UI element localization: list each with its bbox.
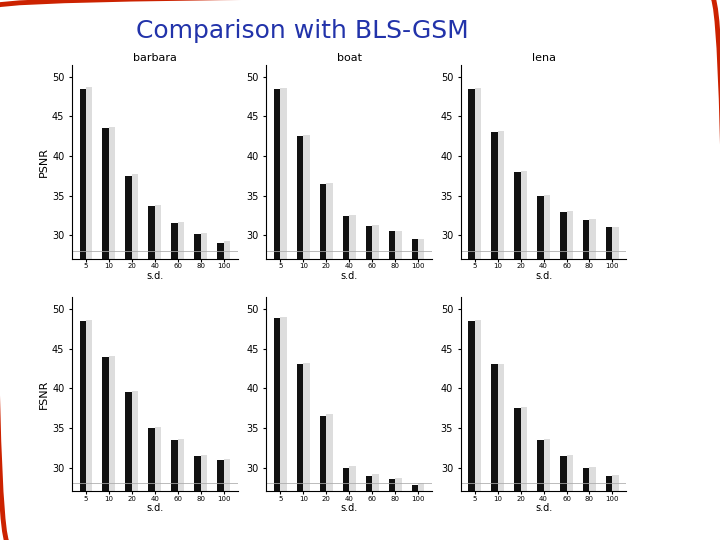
Bar (132, 174, 138, 474)
Bar (412, 239, 418, 474)
Bar (474, 320, 481, 540)
Bar (567, 455, 573, 540)
Bar (613, 227, 619, 474)
X-axis label: s.d.: s.d. (146, 271, 163, 281)
Bar (326, 183, 333, 474)
Bar (372, 225, 379, 474)
Bar (194, 456, 201, 540)
Bar (86, 87, 92, 474)
Bar (606, 227, 613, 474)
Bar (418, 483, 425, 540)
Text: Comparison with BLS-GSM: Comparison with BLS-GSM (136, 19, 469, 43)
Bar (537, 440, 544, 540)
Bar (395, 478, 402, 540)
Bar (372, 474, 379, 540)
Bar (389, 480, 395, 540)
Bar (125, 392, 132, 540)
Bar (560, 456, 567, 540)
Bar (303, 363, 310, 540)
Bar (79, 89, 86, 474)
Bar (544, 195, 550, 474)
Bar (171, 224, 178, 474)
Bar (537, 195, 544, 474)
Bar (514, 172, 521, 474)
Bar (468, 89, 474, 474)
Bar (590, 467, 596, 540)
Bar (109, 356, 115, 540)
Bar (521, 407, 527, 540)
X-axis label: s.d.: s.d. (341, 503, 358, 513)
Bar (606, 476, 613, 540)
Text: house: house (138, 321, 171, 332)
Bar (303, 136, 310, 474)
Bar (366, 226, 372, 474)
Bar (274, 319, 280, 540)
Y-axis label: PSNR: PSNR (39, 147, 49, 177)
Bar (79, 321, 86, 540)
Bar (491, 132, 498, 474)
Bar (217, 244, 224, 474)
Bar (155, 427, 161, 540)
Bar (194, 234, 201, 474)
Bar (366, 476, 372, 540)
Bar (109, 127, 115, 474)
Bar (125, 176, 132, 474)
Bar (132, 392, 138, 540)
Bar (418, 239, 425, 474)
Bar (102, 129, 109, 474)
Bar (297, 136, 303, 474)
Text: peppers: peppers (521, 321, 566, 332)
Bar (148, 428, 155, 540)
Title: barbara: barbara (133, 52, 176, 63)
Bar (86, 320, 92, 540)
Bar (583, 468, 590, 540)
Bar (102, 356, 109, 540)
Bar (560, 212, 567, 474)
Bar (349, 466, 356, 540)
Bar (412, 485, 418, 540)
Text: angement: angement (320, 321, 378, 332)
Bar (326, 414, 333, 540)
Bar (343, 468, 349, 540)
Bar (613, 475, 619, 540)
Bar (201, 233, 207, 474)
X-axis label: s.d.: s.d. (146, 503, 163, 513)
Bar (498, 131, 504, 474)
Title: lena: lena (531, 52, 556, 63)
Title: boat: boat (337, 52, 361, 63)
Bar (148, 206, 155, 474)
Bar (201, 455, 207, 540)
X-axis label: s.d.: s.d. (535, 271, 552, 281)
Bar (514, 408, 521, 540)
Bar (389, 232, 395, 474)
Bar (171, 440, 178, 540)
Bar (567, 211, 573, 474)
Bar (217, 460, 224, 540)
Bar (224, 241, 230, 474)
X-axis label: s.d.: s.d. (535, 503, 552, 513)
X-axis label: s.d.: s.d. (341, 271, 358, 281)
Bar (280, 317, 287, 540)
Y-axis label: FSNR: FSNR (39, 380, 49, 409)
Bar (178, 439, 184, 540)
Bar (320, 184, 326, 474)
Bar (349, 215, 356, 474)
Bar (280, 88, 287, 474)
Bar (297, 364, 303, 540)
Bar (320, 416, 326, 540)
Bar (468, 321, 474, 540)
Bar (343, 215, 349, 474)
Bar (583, 220, 590, 474)
Bar (178, 222, 184, 474)
Bar (155, 205, 161, 474)
Bar (224, 459, 230, 540)
Bar (544, 439, 550, 540)
Bar (491, 364, 498, 540)
Bar (395, 231, 402, 474)
Bar (498, 363, 504, 540)
Bar (274, 89, 280, 474)
Bar (474, 88, 481, 474)
Bar (590, 219, 596, 474)
Bar (521, 171, 527, 474)
